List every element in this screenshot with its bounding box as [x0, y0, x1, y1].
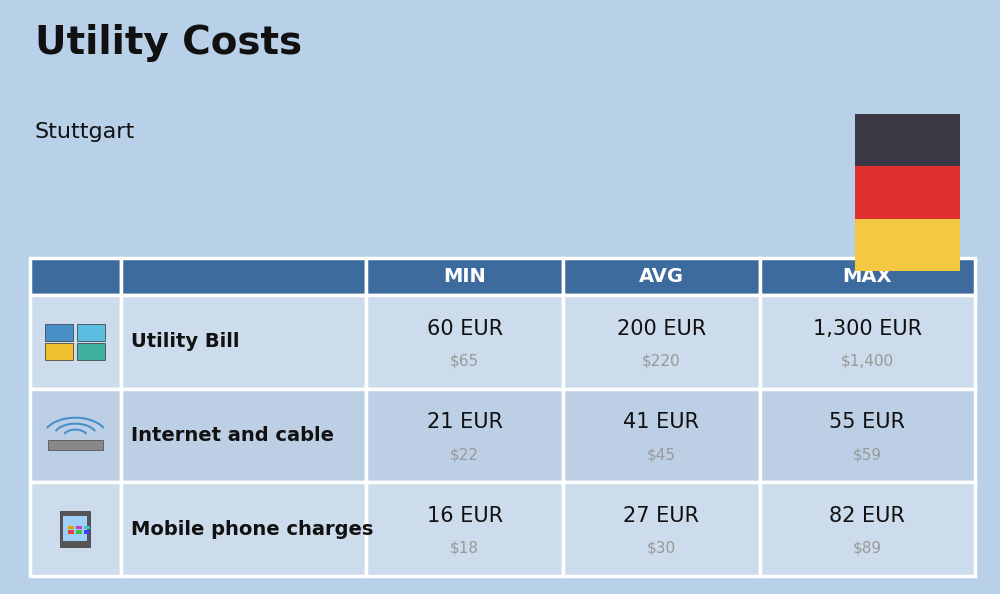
- Text: Mobile phone charges: Mobile phone charges: [131, 520, 373, 539]
- Text: $1,400: $1,400: [841, 353, 894, 368]
- Text: $59: $59: [853, 447, 882, 462]
- Bar: [563, 295, 760, 388]
- Text: $45: $45: [647, 447, 676, 462]
- Bar: [48, 440, 103, 450]
- Bar: [121, 388, 366, 482]
- Text: 21 EUR: 21 EUR: [427, 412, 503, 432]
- Bar: [366, 388, 563, 482]
- Bar: [760, 295, 975, 388]
- Bar: [563, 482, 760, 576]
- Bar: [68, 530, 74, 534]
- Bar: [45, 343, 73, 359]
- Text: $30: $30: [647, 541, 676, 556]
- Bar: [77, 343, 105, 359]
- Bar: [30, 295, 121, 388]
- Text: Utility Costs: Utility Costs: [35, 24, 302, 62]
- Bar: [366, 258, 563, 295]
- Bar: [563, 388, 760, 482]
- Bar: [855, 219, 960, 271]
- Bar: [30, 258, 121, 295]
- Bar: [121, 482, 366, 576]
- Text: Stuttgart: Stuttgart: [35, 122, 135, 142]
- Text: $220: $220: [642, 353, 681, 368]
- Text: $22: $22: [450, 447, 479, 462]
- Bar: [366, 482, 563, 576]
- Text: 1,300 EUR: 1,300 EUR: [813, 319, 922, 339]
- Bar: [121, 295, 366, 388]
- Text: $18: $18: [450, 541, 479, 556]
- Bar: [45, 324, 73, 340]
- Bar: [84, 530, 90, 534]
- Bar: [77, 324, 105, 340]
- Text: 60 EUR: 60 EUR: [427, 319, 503, 339]
- Text: 55 EUR: 55 EUR: [829, 412, 905, 432]
- Text: Utility Bill: Utility Bill: [131, 332, 239, 351]
- Bar: [855, 114, 960, 166]
- Text: 27 EUR: 27 EUR: [623, 506, 699, 526]
- Text: MAX: MAX: [843, 267, 892, 286]
- Bar: [121, 258, 366, 295]
- Bar: [68, 526, 74, 529]
- Text: Internet and cable: Internet and cable: [131, 426, 334, 445]
- Text: 200 EUR: 200 EUR: [617, 319, 706, 339]
- Bar: [76, 530, 82, 534]
- Text: MIN: MIN: [443, 267, 486, 286]
- Bar: [760, 388, 975, 482]
- Bar: [63, 516, 87, 541]
- Bar: [76, 526, 82, 529]
- Bar: [855, 166, 960, 219]
- Text: AVG: AVG: [639, 267, 684, 286]
- Bar: [30, 388, 121, 482]
- Bar: [760, 482, 975, 576]
- Text: $65: $65: [450, 353, 479, 368]
- Text: 16 EUR: 16 EUR: [427, 506, 503, 526]
- Text: 41 EUR: 41 EUR: [623, 412, 699, 432]
- Bar: [60, 511, 90, 547]
- Bar: [563, 258, 760, 295]
- Bar: [366, 295, 563, 388]
- Bar: [84, 526, 90, 529]
- Text: $89: $89: [853, 541, 882, 556]
- Bar: [760, 258, 975, 295]
- Bar: [30, 482, 121, 576]
- Text: 82 EUR: 82 EUR: [829, 506, 905, 526]
